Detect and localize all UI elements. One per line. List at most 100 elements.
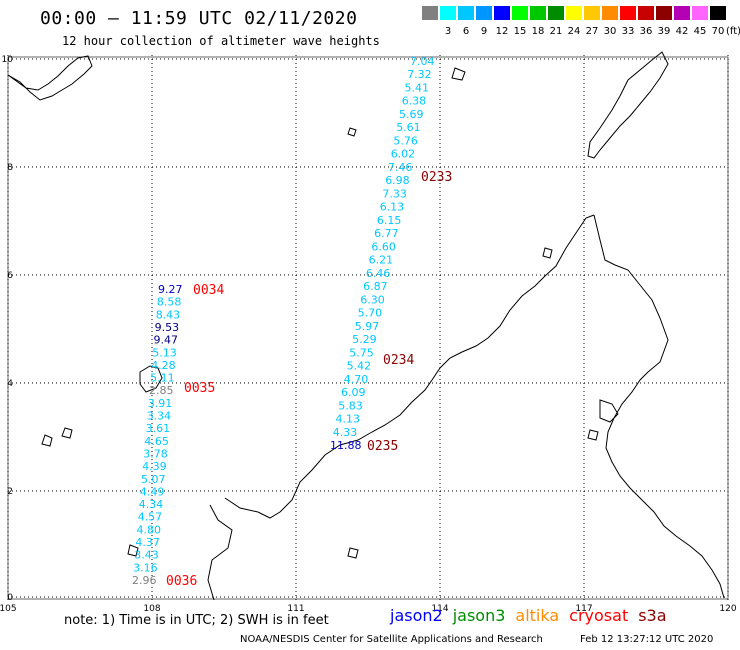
pass-time-labels: 0034 0035 0036 0233 0234 0235 <box>166 170 452 589</box>
credit-line: NOAA/NESDIS Center for Satellite Applica… <box>240 634 543 645</box>
legend-swatch <box>494 6 510 20</box>
legend-label: 6 <box>462 26 470 37</box>
wave-height-value: 4.39 <box>142 460 167 473</box>
legend-label: 24 <box>567 26 581 37</box>
coast-island-sumatra-tip <box>41 427 359 559</box>
wave-height-value: 5.07 <box>141 473 166 486</box>
wave-height-value: 6.30 <box>360 293 385 306</box>
legend-swatch <box>674 6 690 20</box>
wave-height-value: 5.61 <box>396 121 421 134</box>
wave-height-value: 4.34 <box>139 498 164 511</box>
legend-swatch <box>530 6 546 20</box>
lon-tick-label: 120 <box>719 604 736 614</box>
lon-tick-label: 108 <box>143 604 160 614</box>
legend-swatch <box>638 6 654 20</box>
axis-ticks: 105 108 111 114 117 120 0 2 4 6 8 10 <box>0 55 737 614</box>
wave-height-labels: 9.278.588.439.539.475.134.285.112.853.91… <box>132 55 435 587</box>
wave-height-value: 5.83 <box>338 399 363 412</box>
legend-swatch <box>566 6 582 20</box>
wave-height-value: 3.61 <box>146 422 171 435</box>
pass-time-label: 0036 <box>166 574 197 589</box>
legend-label: 3 <box>444 26 452 37</box>
legend-swatch <box>422 6 438 20</box>
wave-height-value: 8.43 <box>156 308 181 321</box>
wave-height-value: 3.91 <box>148 397 173 410</box>
satellite-name: cryosat <box>569 606 629 625</box>
legend-label: 12 <box>495 26 509 37</box>
wave-height-value: 6.13 <box>380 201 405 214</box>
wave-height-value: 7.33 <box>382 187 407 200</box>
wave-height-value: 7.32 <box>407 68 432 81</box>
coastline <box>7 51 725 601</box>
legend-label: 18 <box>531 26 545 37</box>
lon-tick-label: 105 <box>0 604 17 614</box>
wave-height-value: 3.16 <box>133 561 158 574</box>
wave-height-value: 5.13 <box>152 346 177 359</box>
footer-note: note: 1) Time is in UTC; 2) SWH is in fe… <box>64 613 329 628</box>
pass-time-label: 0035 <box>184 381 215 396</box>
lon-tick-label: 114 <box>431 604 448 614</box>
legend-swatch <box>458 6 474 20</box>
satellite-name: jason3 <box>452 606 506 625</box>
wave-height-value: 5.70 <box>358 307 383 320</box>
map-frame <box>7 56 729 600</box>
satellite-name: altika <box>515 606 560 625</box>
coast-palawan <box>587 51 669 159</box>
wave-height-value: 4.13 <box>336 413 361 426</box>
wave-height-value: 4.80 <box>137 523 162 536</box>
satellite-name: jason2 <box>390 606 443 625</box>
lat-tick-label: 6 <box>7 271 13 281</box>
wave-height-value: 6.21 <box>369 254 394 267</box>
wave-height-value: 6.87 <box>363 280 388 293</box>
wave-height-value: 8.58 <box>157 296 182 309</box>
satellite-name: s3a <box>638 606 667 625</box>
wave-height-value: 6.77 <box>374 227 399 240</box>
legend-swatch <box>476 6 492 20</box>
wave-height-value: 5.76 <box>393 134 418 147</box>
legend-label: 15 <box>513 26 527 37</box>
lat-tick-label: 4 <box>7 379 13 389</box>
legend-swatch <box>584 6 600 20</box>
legend-label: 36 <box>639 26 653 37</box>
lat-tick-label: 0 <box>7 593 13 603</box>
legend-swatch <box>656 6 672 20</box>
generated-timestamp: Feb 12 13:27:12 UTC 2020 <box>580 634 714 645</box>
pass-time-label: 0034 <box>193 283 224 298</box>
pass-time-label: 0233 <box>421 170 452 185</box>
wave-height-value: 4.65 <box>144 435 169 448</box>
wave-height-value: 4.57 <box>138 511 163 524</box>
legend-label: 9 <box>480 26 488 37</box>
wave-height-value: 7.04 <box>410 55 435 68</box>
wave-height-value: 5.69 <box>399 108 424 121</box>
coast-island-small <box>139 365 163 393</box>
wave-height-value: 4.37 <box>135 536 160 549</box>
coast-island-natuna <box>587 399 619 441</box>
lon-tick-label: 117 <box>575 604 592 614</box>
wave-height-value: 3.43 <box>134 549 159 562</box>
coast-borneo-west <box>207 214 595 601</box>
wave-height-value: 5.42 <box>347 360 372 373</box>
wave-height-value: 6.09 <box>341 386 366 399</box>
lon-tick-label: 111 <box>287 604 304 614</box>
wave-height-value: 6.15 <box>377 214 402 227</box>
satellite-legend: jason2 jason3 altika cryosat s3a <box>390 606 677 625</box>
legend-label: 70 <box>711 26 725 37</box>
wave-height-value: 2.85 <box>149 384 174 397</box>
wave-height-value: 9.53 <box>155 321 180 334</box>
wave-height-value: 6.60 <box>371 240 396 253</box>
legend-label: 30 <box>603 26 617 37</box>
legend-label: 33 <box>621 26 635 37</box>
legend-swatch <box>602 6 618 20</box>
legend-label: 21 <box>549 26 563 37</box>
pass-time-label: 0234 <box>383 353 414 368</box>
legend-swatch <box>620 6 636 20</box>
legend-unit: (ft) <box>726 26 740 37</box>
wave-height-value: 6.02 <box>391 148 416 161</box>
coast-vietnam <box>7 55 93 101</box>
coast-island-north <box>347 67 553 259</box>
lat-lon-grid <box>7 55 729 600</box>
pass-time-label: 0235 <box>367 439 398 454</box>
wave-height-value: 11.88 <box>330 439 362 452</box>
lat-tick-label: 10 <box>2 55 14 65</box>
